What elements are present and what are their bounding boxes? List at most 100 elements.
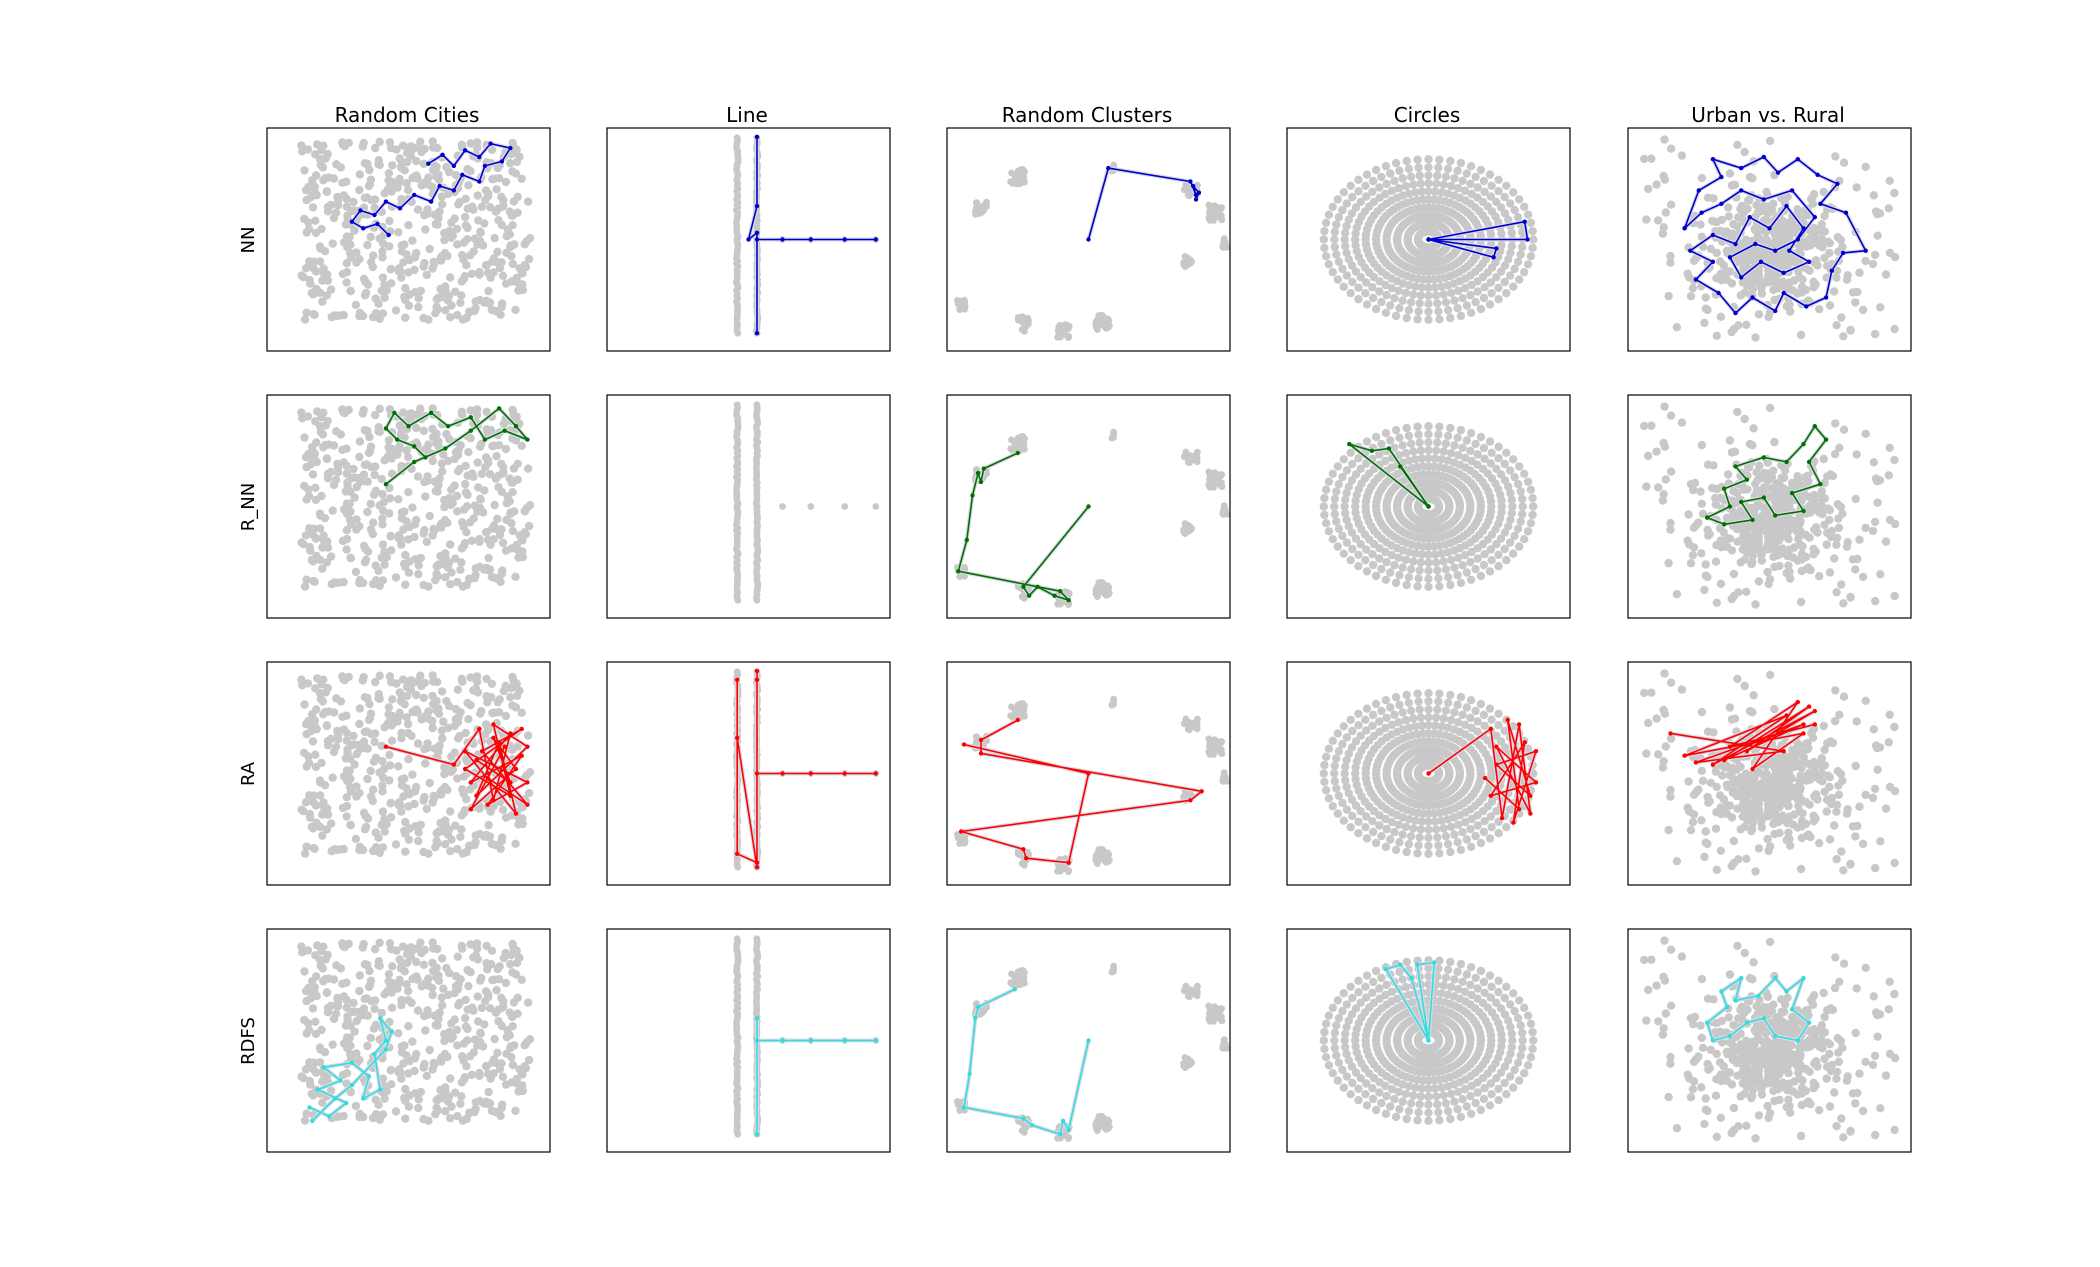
city-point <box>312 438 321 447</box>
row-label-rdfs: RDFS <box>238 1017 259 1065</box>
city-point <box>1320 493 1329 503</box>
tour-vertex <box>1829 268 1835 273</box>
city-point <box>397 273 406 282</box>
city-point <box>1424 446 1433 455</box>
city-point <box>363 507 372 517</box>
city-point <box>1825 568 1835 577</box>
city-point <box>1371 165 1381 175</box>
city-point <box>331 475 341 484</box>
city-point <box>1409 290 1418 299</box>
city-point <box>338 269 348 279</box>
city-point <box>1415 171 1424 180</box>
city-point <box>501 177 511 187</box>
city-point <box>364 448 374 458</box>
city-point <box>1371 304 1381 314</box>
panel-r-nn-urban-vs-rural <box>1627 394 1912 619</box>
city-point <box>1780 473 1789 482</box>
city-point <box>380 560 389 569</box>
city-point <box>1742 587 1751 596</box>
city-point <box>355 452 364 462</box>
city-point <box>346 286 355 295</box>
city-point <box>1377 297 1386 307</box>
city-point <box>481 261 491 270</box>
city-point <box>1416 179 1426 188</box>
city-point <box>408 236 417 245</box>
city-point <box>419 580 428 590</box>
tour-vertex <box>1696 188 1702 193</box>
tour-vertex <box>873 771 878 776</box>
column-title-circles: Circles <box>1394 103 1461 127</box>
city-point <box>1424 155 1433 164</box>
city-point <box>473 240 482 249</box>
city-point <box>1729 569 1739 579</box>
city-point <box>1861 256 1870 266</box>
tour-vertex <box>519 753 524 758</box>
city-point <box>464 181 473 190</box>
city-point <box>297 141 306 150</box>
city-points <box>954 695 1231 875</box>
tour-vertex <box>468 415 473 420</box>
city-point <box>1810 525 1819 534</box>
city-point <box>1725 436 1735 445</box>
tour-vertex <box>525 437 530 442</box>
panel-nn-random-clusters <box>946 127 1231 352</box>
tour-vertex <box>488 141 493 146</box>
tour-vertex <box>383 744 389 749</box>
city-point <box>322 454 332 464</box>
city-point <box>1851 298 1860 307</box>
city-point <box>453 310 462 320</box>
city-point <box>1443 573 1453 582</box>
city-point <box>363 774 372 784</box>
city-point <box>386 264 396 274</box>
city-point <box>1700 318 1709 328</box>
city-point <box>1432 558 1441 567</box>
city-point <box>454 200 463 209</box>
city-point <box>456 708 465 717</box>
city-point <box>1500 459 1509 469</box>
panel-nn-random-cities <box>266 127 551 352</box>
city-point <box>1500 277 1509 287</box>
city-point <box>488 708 497 718</box>
city-point <box>434 170 443 179</box>
city-point <box>1110 434 1117 441</box>
city-point <box>380 189 389 198</box>
city-point <box>311 228 321 238</box>
city-point <box>454 467 463 476</box>
city-point <box>399 258 408 267</box>
city-point <box>1435 582 1444 591</box>
city-point <box>408 503 417 512</box>
tour-vertex <box>1806 259 1812 264</box>
city-point <box>501 711 511 721</box>
city-point <box>1723 203 1733 212</box>
city-point <box>1433 566 1442 575</box>
city-point <box>1660 135 1669 144</box>
city-point <box>779 503 786 510</box>
city-point <box>412 171 421 180</box>
city-point <box>1830 287 1839 296</box>
city-point <box>414 836 423 846</box>
city-point <box>1424 179 1433 188</box>
city-point <box>365 699 374 709</box>
city-point <box>361 822 371 832</box>
city-point <box>1764 312 1773 322</box>
city-point <box>1414 163 1423 172</box>
tour-vertex <box>1086 237 1091 242</box>
city-point <box>1516 250 1525 259</box>
city-point <box>1509 455 1518 464</box>
city-point <box>1377 439 1386 449</box>
city-point <box>1466 557 1475 567</box>
city-point <box>428 137 437 146</box>
city-point <box>1414 430 1423 439</box>
city-point <box>424 180 433 189</box>
city-point <box>473 191 482 200</box>
city-point <box>1387 186 1397 195</box>
city-point <box>442 696 451 706</box>
city-point <box>1434 307 1443 316</box>
city-point <box>346 754 355 763</box>
city-point <box>1209 476 1217 484</box>
city-point <box>1839 425 1849 434</box>
column-title-line: Line <box>726 103 768 127</box>
city-point <box>1848 555 1858 564</box>
city-point <box>300 481 309 491</box>
city-point <box>322 825 332 834</box>
